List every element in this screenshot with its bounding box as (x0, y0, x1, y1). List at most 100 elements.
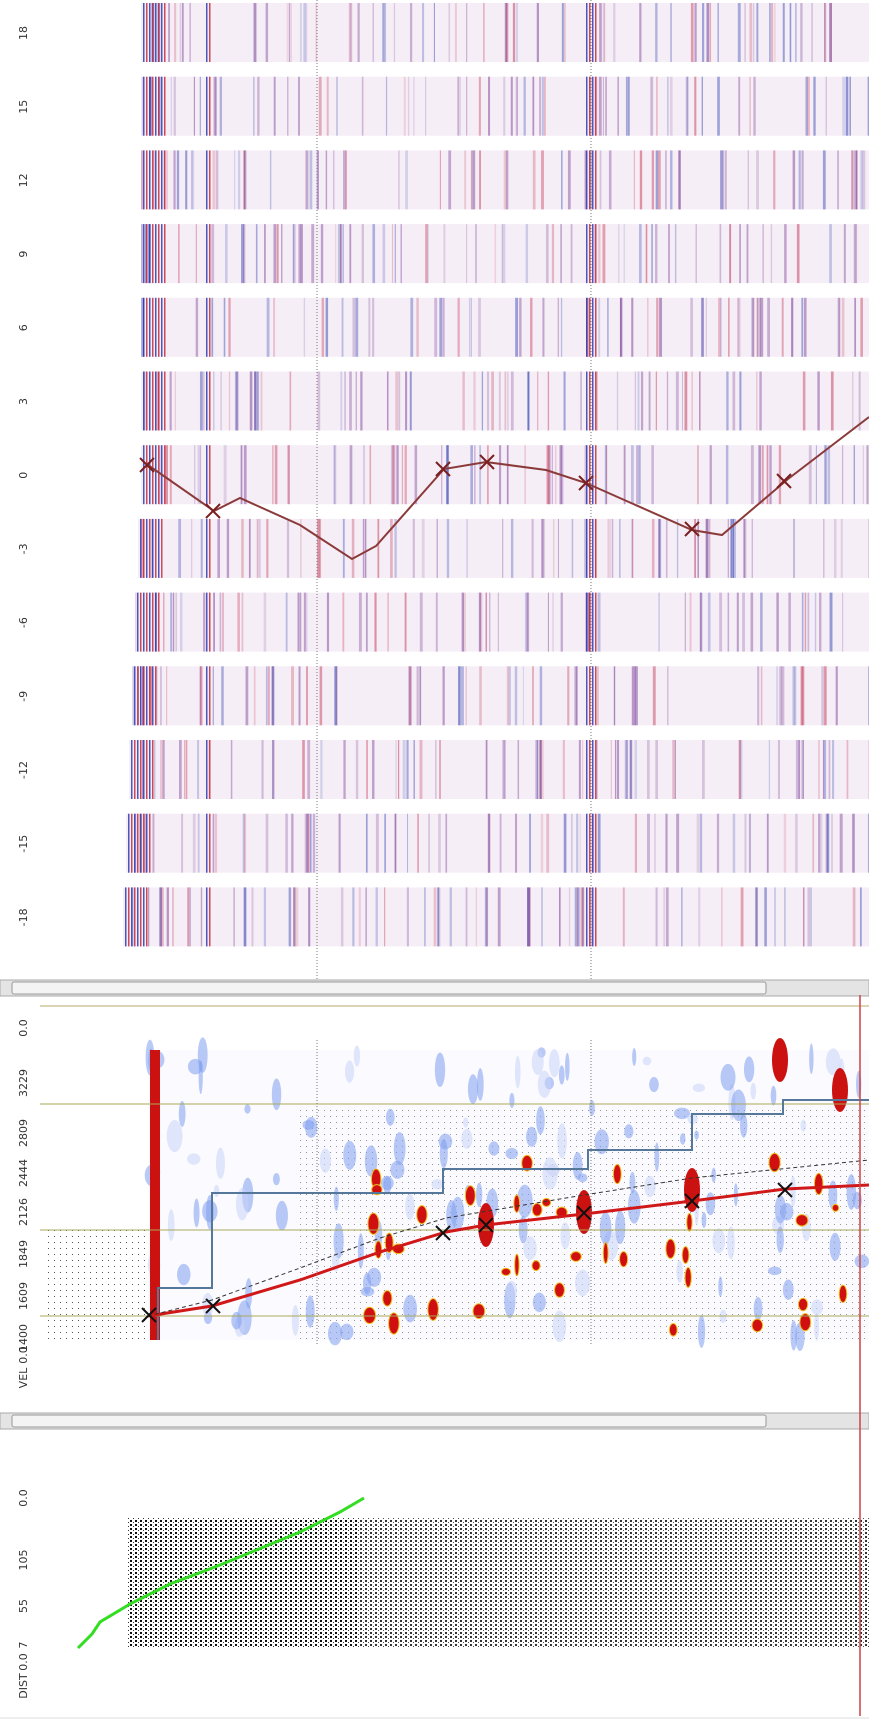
trace (160, 740, 163, 799)
trace (613, 666, 616, 726)
trace (617, 76, 619, 136)
trace (178, 224, 180, 284)
trace (199, 371, 203, 431)
trace (325, 297, 329, 357)
trace (427, 224, 429, 284)
trace (160, 887, 162, 947)
trace (744, 3, 746, 62)
trace (142, 740, 144, 799)
trace (695, 224, 697, 284)
trace (750, 592, 754, 652)
trace (406, 887, 409, 947)
trace (442, 666, 445, 726)
trace (561, 150, 563, 210)
trace (699, 813, 703, 873)
trace (170, 76, 173, 136)
event (140, 740, 142, 799)
trace (686, 76, 689, 136)
semblance (782, 1279, 794, 1300)
trace (219, 592, 222, 652)
semblance-peak (382, 1290, 393, 1307)
trace (348, 3, 352, 62)
semblance (505, 1147, 518, 1160)
semblance-peak (799, 1313, 812, 1332)
trace (798, 740, 800, 799)
trace (257, 76, 260, 136)
trace (419, 740, 423, 799)
semblance (565, 1052, 570, 1081)
event (586, 740, 588, 799)
trace (814, 592, 817, 652)
event (143, 3, 145, 62)
trace (740, 887, 744, 947)
trace (299, 224, 303, 284)
semblance-peak (514, 1253, 520, 1277)
trace (464, 150, 467, 210)
trace (666, 371, 669, 431)
trace (594, 224, 596, 284)
trace (286, 3, 288, 62)
trace (285, 813, 288, 873)
trace (308, 887, 311, 947)
scrollbar-thumb[interactable] (11, 981, 767, 995)
event (152, 3, 154, 62)
semblance (327, 1321, 343, 1346)
trace (445, 813, 448, 873)
trace (722, 150, 724, 210)
trace (598, 297, 601, 357)
semblance (275, 1200, 288, 1231)
axis-title: VEL (17, 1367, 30, 1388)
trace (200, 887, 203, 947)
trace (448, 3, 451, 62)
trace (656, 297, 659, 357)
event (152, 666, 154, 726)
trace (474, 445, 476, 505)
trace (514, 666, 518, 726)
trace (404, 592, 407, 652)
trace (536, 740, 539, 799)
trace (737, 297, 739, 357)
event (128, 813, 130, 873)
trace (174, 3, 177, 62)
trace (395, 740, 397, 799)
trace (228, 297, 231, 357)
trace (498, 445, 502, 505)
trace (132, 887, 134, 947)
semblance-peak (472, 1303, 486, 1320)
semblance (712, 1228, 726, 1254)
trace (777, 740, 780, 799)
scrollbar-thumb[interactable] (11, 1414, 767, 1428)
event (586, 76, 588, 136)
trace (540, 740, 542, 799)
trace (655, 887, 658, 947)
trace (743, 518, 745, 578)
trace (770, 224, 773, 284)
event (589, 740, 591, 799)
trace (191, 150, 193, 210)
semblance (488, 1141, 500, 1156)
event (155, 445, 157, 505)
trace (739, 224, 741, 284)
trace (443, 224, 446, 284)
trace (767, 813, 769, 873)
semblance (854, 1254, 869, 1269)
trace (838, 297, 840, 357)
trace (424, 887, 426, 947)
trace (457, 666, 460, 726)
trace (217, 518, 221, 578)
trace (707, 592, 711, 652)
event (146, 887, 148, 947)
trace (237, 592, 240, 652)
trace (830, 371, 834, 431)
semblance (202, 1200, 218, 1223)
event (589, 297, 591, 357)
event (146, 518, 148, 578)
trace (625, 76, 628, 136)
axis-label: -6 (17, 617, 30, 628)
trace (377, 518, 380, 578)
trace (364, 518, 367, 578)
trace (633, 150, 636, 210)
trace (560, 592, 563, 652)
trace (567, 150, 571, 210)
semblance (829, 1232, 841, 1261)
